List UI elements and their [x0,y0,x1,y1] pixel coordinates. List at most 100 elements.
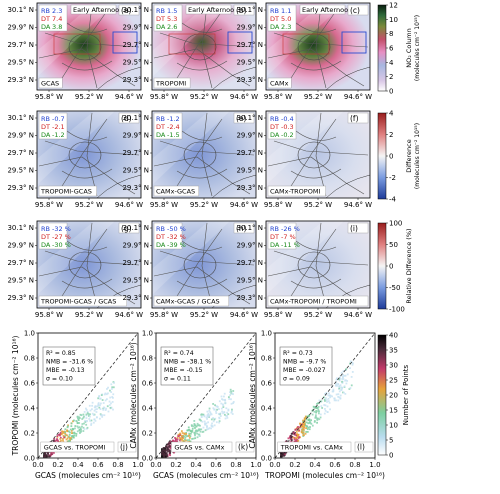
scatter-stat: MBE = -0.13 [46,367,85,374]
density-cell [319,413,322,416]
density-cell [308,420,311,423]
density-cell [210,427,213,430]
density-cell [213,418,216,421]
colorbar-tick-label: 0 [389,452,393,460]
density-cell [296,435,299,438]
y-tick-label: 1.0 [261,330,272,338]
stat-key: RB [270,7,279,15]
lat-tick-label: 29.9° N [122,24,149,32]
region-box-urban [53,33,101,55]
colorbar-units: (molecules cm⁻² 10¹⁵) [414,15,421,81]
comparison-box [277,441,352,453]
density-cell [301,426,304,428]
density-cloud [161,388,235,458]
density-cell [182,439,185,442]
density-cell [232,390,235,392]
scatter-frame [274,332,376,459]
road-line [66,130,108,141]
colorbar-tick-label: 8 [389,30,393,38]
density-cell [167,442,170,445]
density-cell [43,454,46,457]
lat-tick-label: 29.5° N [7,59,34,67]
density-cell [82,430,85,432]
density-cell [297,433,299,436]
stats-box: RB -26 %DT -7 %DA -11 % [267,222,300,250]
road-line [56,118,108,195]
density-cell [218,420,221,423]
y-tick-label: 0.8 [142,355,153,363]
letter-box [118,112,140,124]
road-line [86,112,98,197]
density-cell [91,401,94,404]
stat-key: DA [270,131,280,139]
density-cell [102,408,105,411]
colorbar-tick-label: 4 [389,110,394,118]
density-cell [325,399,328,402]
stats-box-bg [267,4,297,32]
road-line [38,48,136,87]
density-cell [193,433,196,436]
scatter-stat: MBE = -0.15 [164,367,203,374]
road-line [295,22,337,33]
density-cell [304,432,307,435]
density-cell [71,432,74,434]
density-cell [169,442,172,445]
density-cell [109,406,112,409]
lat-tick-label: 29.3° N [236,294,263,302]
density-cell [344,393,347,395]
panel-title: Early Afternoon [73,6,123,14]
scatter-stat: NMB = -31.6 % [46,359,93,366]
x-tick-label: 0.6 [210,461,222,469]
region-box-urban [168,33,216,55]
panel-letter: (i) [350,224,358,233]
density-cell [281,454,284,457]
x-tick-label: 0.4 [190,461,202,469]
colorbar-tick-label: -50 [389,284,400,292]
density-cell [349,367,351,369]
density-cell [323,404,326,406]
density-cell [303,417,306,420]
road-line [61,278,113,289]
density-cell [225,414,228,417]
y-tick-label: 0.4 [261,405,273,413]
scatter-stats-box [42,346,96,386]
road-line [176,168,228,179]
density-cell [324,404,327,407]
lon-tick-label: 95.8° W [150,93,178,101]
stat-key: RB [41,115,50,123]
scatter-stats-box [279,346,333,386]
density-cell [212,420,215,423]
density-cell [68,439,71,442]
density-cell [96,408,98,410]
stat-value: -32 % [52,225,71,233]
density-cell [64,428,67,431]
density-cell [216,408,218,411]
region-box [227,31,253,54]
density-cell [212,417,214,419]
road-line [153,156,251,195]
stats-box: RB 2.3DT 7.4DA 3.8 [38,4,68,32]
density-cell [70,422,73,425]
density-cell [227,413,230,416]
density-cell [85,427,88,430]
panel-title: Early Afternoon [302,6,352,14]
density-cell [83,422,85,425]
x-tick-label: 0.8 [349,461,360,469]
density-cell [111,396,114,398]
density-cell [71,432,73,434]
x-tick-label: 0.4 [309,461,321,469]
density-cell [90,424,93,426]
density-cell [302,429,305,432]
density-cell [316,417,319,420]
density-cell [329,408,331,411]
density-cell [99,404,101,407]
density-cell [164,447,167,450]
density-cell [112,408,114,411]
lat-tick-label: 29.5° N [7,167,34,175]
letter-box [354,441,374,453]
source-box [153,185,199,197]
density-cell [64,434,67,436]
density-cell [97,402,100,404]
one-to-one-line [274,332,376,459]
density-cell [60,433,63,436]
